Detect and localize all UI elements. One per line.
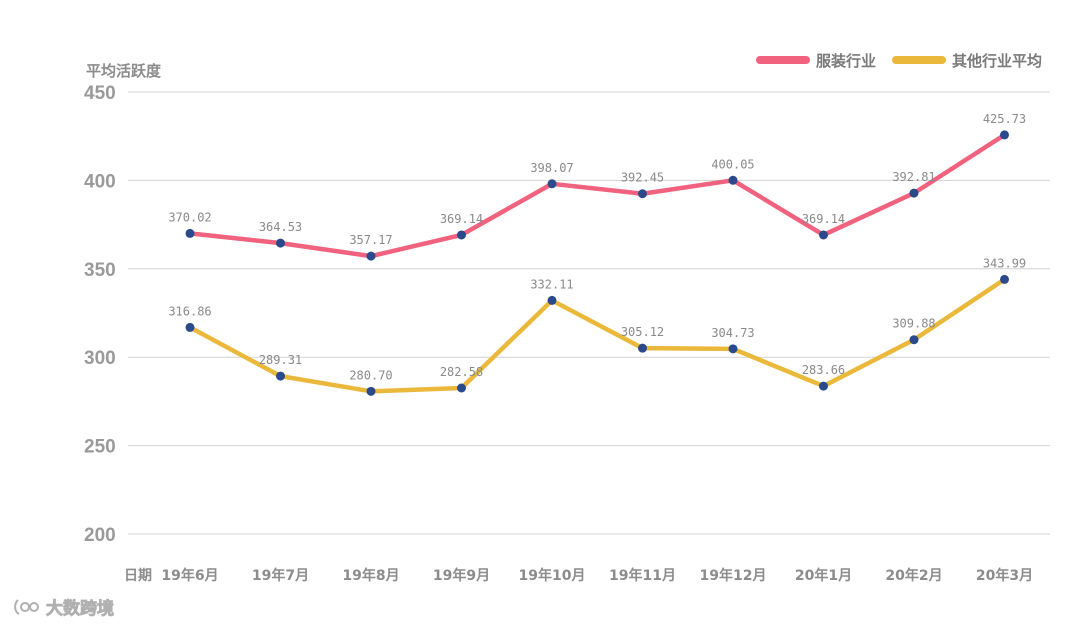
data-point [366,386,376,396]
data-point [276,371,285,381]
data-label: 282.58 [440,365,483,379]
x-tick-label: 19年6月 [161,567,218,584]
data-label: 304.73 [711,326,754,340]
data-point [185,322,195,332]
data-point [185,228,195,238]
legend: 服装行业 其他行业平均 [756,52,1042,70]
data-label: 425.73 [983,112,1026,126]
data-point [1000,130,1009,140]
logo-icon [14,598,39,615]
data-point [819,381,828,391]
data-point [547,295,557,305]
grid-lines [128,91,1050,535]
data-label: 283.66 [802,363,845,377]
legend-label: 服装行业 [816,52,876,70]
y-tick-label: 350 [84,260,116,281]
data-point [638,189,647,199]
series-line [187,132,1007,259]
data-label: 370.02 [168,210,211,224]
data-label: 289.31 [259,353,302,367]
data-label: 357.17 [349,233,392,247]
data-label: 364.53 [259,220,302,234]
data-label: 280.70 [349,368,392,382]
data-label: 332.11 [530,277,573,291]
data-point [276,238,285,248]
data-label: 398.07 [530,161,573,175]
x-tick-labels: 19年6月 19年7月 19年8月 19年9月 19年10月 19年11月 19年12月 20… [161,567,1033,584]
data-label: 316.86 [168,304,211,318]
x-tick-label: 19年11月 [609,567,676,584]
series-line [187,277,1007,394]
data-point [728,344,738,354]
x-tick-label: 19年10月 [519,567,586,584]
x-tick-label: 19年12月 [700,567,767,584]
data-label: 369.14 [440,212,483,226]
x-axis-title: 日期 [124,568,152,584]
y-tick-label: 400 [84,171,116,192]
data-point [457,230,466,240]
data-point [366,251,376,261]
data-point [547,179,557,189]
data-label: 309.88 [892,317,935,331]
watermark: 大数跨境 [12,594,114,619]
data-point [457,383,466,393]
data-label: 369.14 [802,212,845,226]
y-tick-label: 300 [84,348,116,369]
y-tick-label: 200 [84,525,116,546]
data-label: 343.99 [983,256,1026,270]
watermark-text: 大数跨境 [46,599,115,620]
series-lines [185,130,1009,396]
y-tick-labels: 450 400 350 300 250 200 [84,83,116,546]
data-point [728,175,738,185]
y-tick-label: 250 [84,437,116,458]
data-point [909,188,919,198]
x-tick-label: 19年8月 [342,567,399,584]
data-label: 392.81 [892,170,935,184]
data-point [819,230,828,240]
x-tick-label: 19年9月 [433,567,490,584]
data-point [638,343,647,353]
data-label: 305.12 [621,325,664,339]
data-label: 400.05 [711,157,754,171]
x-tick-label: 20年3月 [976,567,1033,584]
x-tick-label: 19年7月 [252,567,309,584]
y-axis-title: 平均活跃度 [86,62,162,80]
data-labels: 370.02 364.53 357.17 369.14 398.07 392.45 400.… [168,112,1026,382]
x-tick-label: 20年1月 [795,567,852,584]
data-point [1000,274,1009,284]
data-label: 392.45 [621,171,664,185]
data-point [909,335,919,345]
x-tick-label: 20年2月 [885,567,942,584]
y-tick-label: 450 [84,83,116,104]
legend-label: 其他行业平均 [952,52,1042,70]
